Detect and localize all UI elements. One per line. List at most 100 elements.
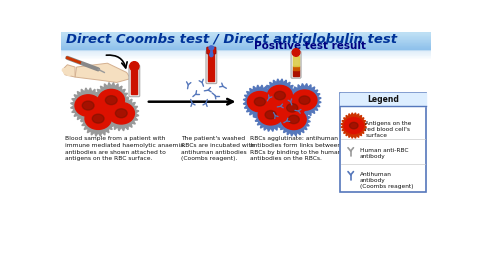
Text: Direct Coombs test / Direct antiglobulin test: Direct Coombs test / Direct antiglobulin… (66, 33, 397, 46)
Polygon shape (254, 98, 287, 131)
Text: Antigens on the
red blood cell's
surface: Antigens on the red blood cell's surface (365, 121, 412, 138)
Bar (61, 45, 431, 46)
Ellipse shape (108, 103, 134, 124)
Ellipse shape (281, 109, 306, 130)
Polygon shape (81, 101, 116, 136)
Ellipse shape (344, 117, 364, 134)
Bar (61, 51, 431, 52)
Ellipse shape (299, 96, 310, 104)
Text: RBCs agglutinate: antihuman
antibodies form links between
RBCs by binding to the: RBCs agglutinate: antihuman antibodies f… (250, 136, 341, 161)
Ellipse shape (349, 122, 358, 129)
Bar (61, 48, 431, 49)
Ellipse shape (115, 109, 127, 118)
Polygon shape (71, 88, 106, 123)
FancyBboxPatch shape (129, 65, 140, 97)
Ellipse shape (265, 110, 276, 119)
Bar (61, 40, 431, 41)
Bar (61, 34, 431, 35)
Text: Positive test result: Positive test result (254, 41, 366, 51)
Bar (61, 44, 431, 45)
Bar (61, 41, 431, 42)
Ellipse shape (258, 105, 283, 125)
Bar (61, 48, 431, 49)
Bar (61, 58, 431, 59)
Bar (61, 37, 431, 38)
Ellipse shape (62, 69, 66, 72)
Ellipse shape (288, 115, 300, 124)
Polygon shape (63, 65, 75, 77)
Circle shape (292, 49, 300, 56)
Polygon shape (276, 91, 309, 124)
Bar (61, 33, 431, 34)
FancyBboxPatch shape (340, 93, 426, 192)
Ellipse shape (352, 120, 361, 128)
Bar (61, 44, 431, 45)
Circle shape (130, 62, 139, 71)
Ellipse shape (82, 101, 94, 110)
Bar (61, 59, 431, 240)
Bar (61, 32, 431, 33)
Polygon shape (263, 79, 297, 112)
Bar (61, 53, 431, 54)
Bar (61, 47, 431, 48)
Bar (61, 35, 431, 36)
Ellipse shape (67, 72, 71, 76)
Bar (61, 49, 431, 50)
Ellipse shape (267, 85, 292, 106)
Bar (61, 43, 431, 44)
Bar (61, 55, 431, 56)
Text: The patient's washed
RBCs are incubated with
antihuman antibodies
(Coombs reagen: The patient's washed RBCs are incubated … (180, 136, 254, 161)
Polygon shape (288, 83, 321, 117)
Ellipse shape (287, 104, 298, 112)
Ellipse shape (209, 46, 214, 50)
Bar (293, 66, 299, 70)
Ellipse shape (210, 53, 213, 57)
Bar (61, 36, 431, 37)
Bar (61, 38, 431, 39)
Bar (61, 42, 431, 43)
Bar (293, 56, 299, 66)
Bar (293, 70, 299, 76)
Text: Legend: Legend (367, 95, 399, 104)
Bar (61, 46, 431, 47)
Bar (61, 33, 431, 34)
Bar (61, 54, 431, 55)
Polygon shape (243, 85, 276, 118)
Bar (61, 39, 431, 40)
Bar (61, 50, 431, 51)
Polygon shape (75, 63, 131, 82)
Text: Human anti-RBC
antibody: Human anti-RBC antibody (360, 148, 408, 159)
Polygon shape (104, 96, 139, 131)
Bar (61, 52, 431, 53)
Polygon shape (341, 113, 367, 138)
Ellipse shape (247, 92, 272, 112)
Ellipse shape (344, 118, 363, 133)
Ellipse shape (274, 91, 286, 100)
FancyBboxPatch shape (291, 51, 301, 78)
Ellipse shape (105, 96, 117, 105)
Bar (61, 40, 431, 41)
Bar (61, 47, 431, 48)
Ellipse shape (254, 97, 265, 106)
Ellipse shape (75, 95, 101, 116)
Bar (61, 43, 431, 44)
Bar (61, 39, 431, 40)
Bar (61, 35, 431, 36)
Bar (61, 56, 431, 57)
Ellipse shape (98, 89, 124, 111)
FancyBboxPatch shape (207, 47, 216, 54)
Bar (61, 42, 431, 43)
Bar (340, 93, 426, 106)
Bar (61, 36, 431, 37)
Bar (61, 37, 431, 38)
Bar (61, 34, 431, 35)
FancyBboxPatch shape (206, 50, 217, 84)
Bar (208, 53, 215, 81)
Bar (61, 46, 431, 47)
Bar (61, 32, 431, 33)
Text: Antihuman
antibody
(Coombs reagent): Antihuman antibody (Coombs reagent) (360, 172, 413, 189)
Ellipse shape (292, 90, 317, 110)
Ellipse shape (280, 98, 305, 118)
Bar (61, 57, 431, 58)
Bar (61, 38, 431, 39)
